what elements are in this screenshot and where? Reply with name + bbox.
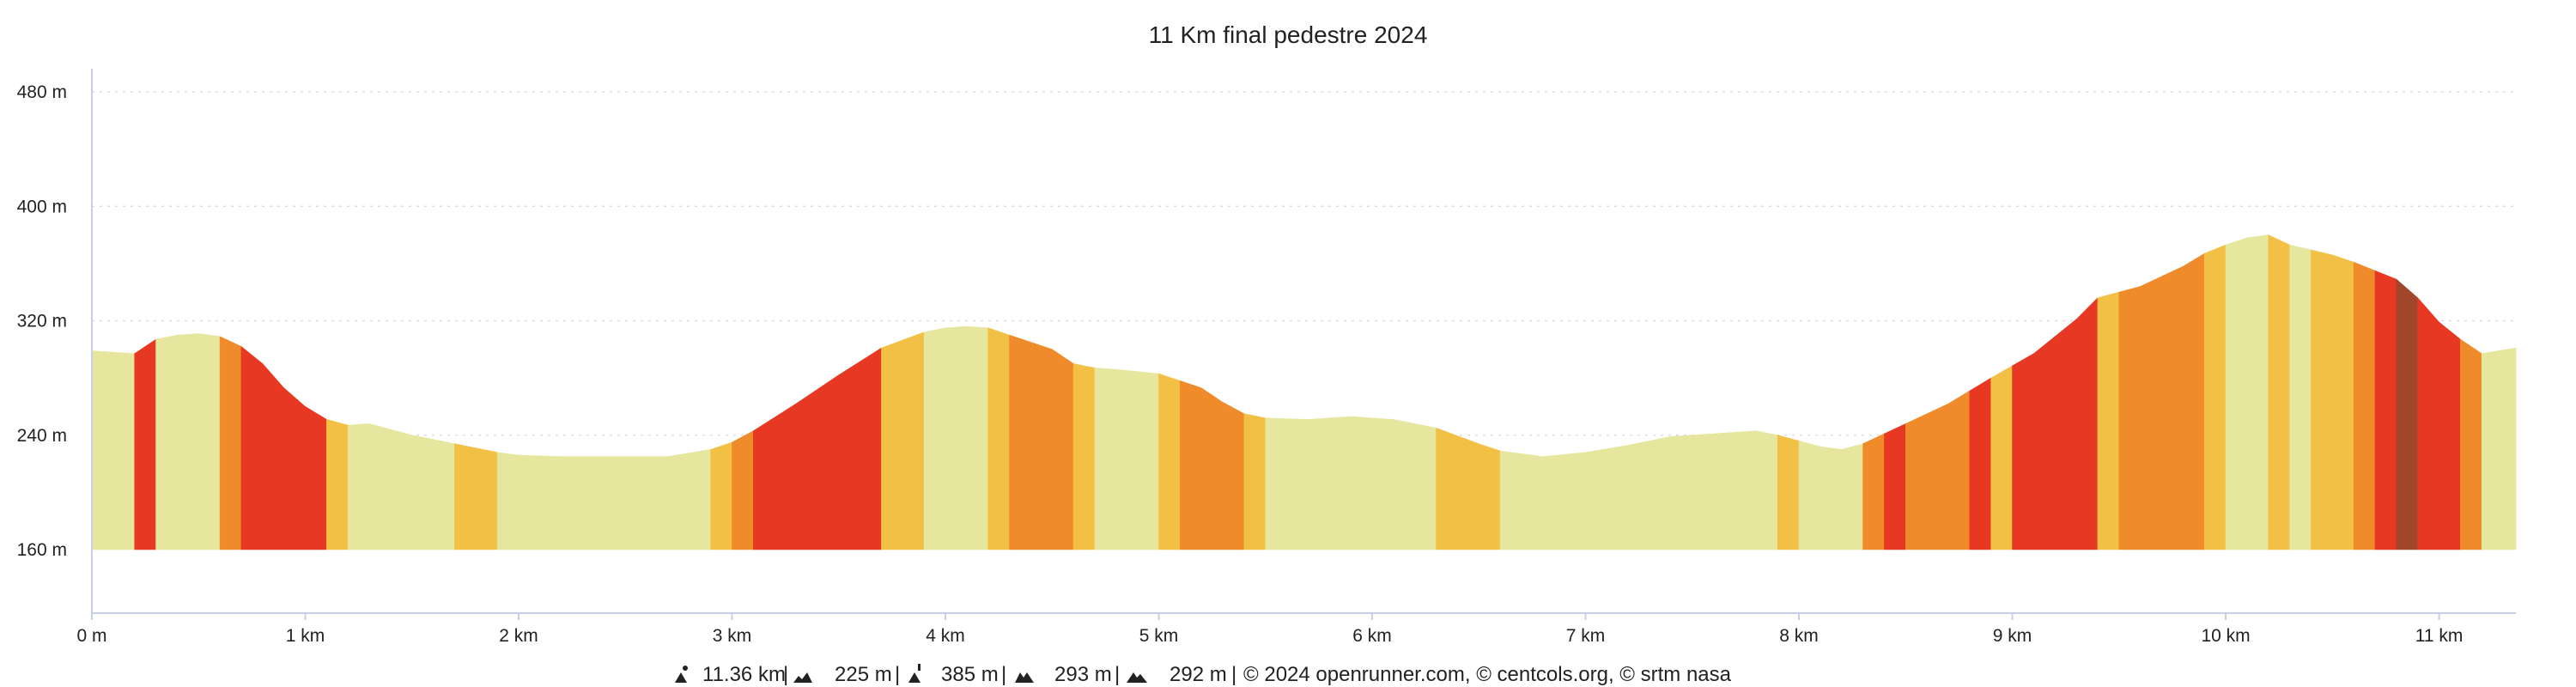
elevation-area [91, 234, 2517, 550]
elevation-segment [2012, 297, 2099, 550]
elevation-segment [2353, 261, 2376, 550]
elevation-segment [1777, 435, 1800, 550]
x-tick-label: 4 km [926, 626, 965, 646]
footer-separator: | [1231, 663, 1236, 686]
elevation-segment [881, 331, 925, 550]
elevation-segment [91, 350, 135, 550]
footer-copyright: © 2024 openrunner.com, © centcols.org, ©… [1243, 663, 1732, 686]
y-tick-label: 480 m [17, 82, 67, 102]
elevation-segment [2417, 297, 2461, 550]
elevation-segment [2396, 278, 2418, 550]
elevation-segment [240, 345, 327, 550]
elevation-segment [923, 325, 989, 550]
footer-separator: | [1115, 663, 1120, 686]
x-tick-label: 3 km [713, 626, 752, 646]
x-tick-label: 7 km [1566, 626, 1606, 646]
x-tick-label: 9 km [1993, 626, 2032, 646]
elevation-segment [2311, 249, 2354, 550]
elevation-segment [2374, 270, 2397, 550]
elevation-segment [1094, 368, 1159, 550]
elevation-segment [2481, 347, 2517, 550]
x-tick-label: 11 km [2415, 626, 2464, 646]
elevation-segment [2203, 244, 2227, 550]
footer-elevation-loss: 293 m [1054, 663, 1112, 686]
elevation-segment [1009, 334, 1074, 550]
x-tick-label: 8 km [1779, 626, 1819, 646]
footer-descent: 292 m [1170, 663, 1227, 686]
x-axis-ticks: 0 m 1 km 2 km 3 km 4 km 5 km 6 km 7 km 8 km 9 km 1… [76, 613, 2463, 646]
elevation-segment [2118, 252, 2205, 550]
y-tick-label: 320 m [17, 312, 67, 331]
elevation-segment [2268, 234, 2290, 550]
elevation-segment [1905, 390, 1971, 550]
elevation-segment [1969, 377, 1991, 550]
chart-title: 11 Km final pedestre 2024 [1149, 21, 1428, 48]
elevation-segment [732, 430, 754, 550]
elevation-segment [1990, 365, 2013, 550]
elevation-segment [1265, 416, 1437, 550]
elevation-segment [1798, 441, 1863, 550]
elevation-segment [2289, 244, 2312, 550]
x-tick-label: 2 km [499, 626, 538, 646]
footer-separator: | [895, 663, 900, 686]
footer-distance: 11.36 km [702, 663, 786, 686]
elevation-segment [347, 423, 455, 550]
y-tick-label: 240 m [17, 426, 67, 446]
ascent-icon [793, 672, 812, 683]
footer-separator: | [783, 663, 788, 686]
elevation-segment [710, 441, 732, 550]
route-stats-footer: 11.36 km | 225 m | 385 m | 293 m | 292 m… [675, 663, 1732, 686]
footer-elevation-gain: 225 m [835, 663, 892, 686]
elevation-segment [454, 443, 498, 550]
x-tick-label: 0 m [76, 626, 106, 646]
elevation-segment [219, 336, 242, 550]
elevation-segment [1180, 380, 1245, 550]
descent-double-peak-icon [1015, 672, 1034, 683]
grid-lines [92, 91, 2516, 436]
elevation-segment [1243, 413, 1267, 550]
elevation-segment [987, 327, 1010, 550]
y-axis-ticks: 160 m 240 m 320 m 400 m 480 m [17, 82, 67, 560]
elevation-segment [1436, 427, 1501, 550]
elevation-segment [1499, 430, 1778, 550]
elevation-segment [1862, 433, 1885, 550]
elevation-segment [326, 419, 349, 550]
elevation-segment [753, 347, 882, 550]
loss-icon [1127, 672, 1147, 683]
axes [91, 69, 2516, 614]
elevation-segment [2097, 291, 2120, 550]
elevation-segment [1158, 373, 1181, 550]
x-tick-label: 6 km [1352, 626, 1392, 646]
elevation-segment [496, 449, 711, 550]
elevation-segment [1072, 363, 1096, 550]
elevation-segment [155, 333, 221, 550]
footer-max-altitude: 385 m [941, 663, 999, 686]
footer-separator: | [1001, 663, 1006, 686]
elevation-segment [2225, 234, 2269, 550]
elevation-segment [1884, 423, 1906, 550]
max-altitude-icon [908, 664, 920, 683]
x-tick-label: 10 km [2201, 626, 2250, 646]
x-tick-label: 5 km [1139, 626, 1179, 646]
y-tick-label: 160 m [17, 540, 67, 560]
elevation-segment [2460, 338, 2482, 550]
distance-peak-icon [675, 666, 688, 683]
x-tick-label: 1 km [286, 626, 325, 646]
elevation-segment [134, 338, 156, 550]
y-tick-label: 400 m [17, 197, 67, 216]
